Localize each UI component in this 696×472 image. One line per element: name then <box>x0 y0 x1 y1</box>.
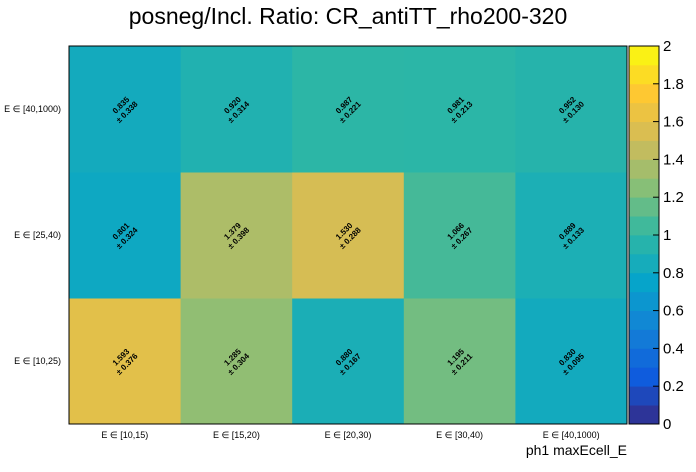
x-tick-labels: E ∈ [10,15) E ∈ [15,20) E ∈ [20,30) E ∈ [30… <box>101 430 599 440</box>
colorbar-band <box>629 178 659 198</box>
colorbar-tick-label: 1.8 <box>663 76 684 93</box>
y-tick-label: E ∈ [40,1000) <box>4 104 61 114</box>
x-tick-label: E ∈ [40,1000) <box>543 430 600 440</box>
colorbar-band <box>629 291 659 311</box>
heatmap-cell <box>403 298 516 425</box>
colorbar-band <box>629 310 659 330</box>
colorbar-tick-label: 1.6 <box>663 114 684 131</box>
x-tick-label: E ∈ [15,20) <box>213 430 260 440</box>
y-tick-label: E ∈ [25,40) <box>14 230 61 240</box>
heatmap-cell <box>180 172 293 299</box>
heatmap-cell <box>403 46 516 173</box>
colorbar-tick-label: 0 <box>663 416 671 433</box>
colorbar-band <box>629 216 659 236</box>
colorbar-tick-label: 0.8 <box>663 265 684 282</box>
colorbar-band <box>629 272 659 293</box>
x-tick-label: E ∈ [30,40) <box>436 430 483 440</box>
colorbar-band <box>629 253 659 274</box>
heatmap-cell <box>69 298 182 425</box>
heatmap-cell <box>180 46 293 173</box>
heatmap-cell <box>292 172 405 299</box>
colorbar-band <box>629 46 659 66</box>
colorbar-band <box>629 405 659 425</box>
colorbar-tick-label: 1 <box>663 227 671 244</box>
colorbar-band <box>629 197 659 217</box>
colorbar-band <box>629 121 659 141</box>
heatmap-cell <box>180 298 293 425</box>
colorbar-tick-label: 1.2 <box>663 189 684 206</box>
colorbar-tick-labels: 0 0.2 0.4 0.6 0.8 1 1.2 1.4 1.6 1.8 2 <box>653 38 684 433</box>
colorbar-band <box>629 159 659 179</box>
colorbar-band <box>629 367 659 387</box>
x-tick-label: E ∈ [10,15) <box>101 430 148 440</box>
x-tick-label: E ∈ [20,30) <box>325 430 372 440</box>
heatmap-cell <box>69 172 182 299</box>
colorbar-band <box>629 329 659 349</box>
colorbar-band <box>629 83 659 104</box>
colorbar-tick-label: 0.2 <box>663 378 684 395</box>
heatmap-cell <box>403 172 516 299</box>
colorbar-tick-label: 2 <box>663 38 671 55</box>
colorbar-tick-label: 0.4 <box>663 340 684 357</box>
colorbar-tick-label: 1.4 <box>663 151 684 168</box>
heatmap-cells: 1.593± 0.376 1.285± 0.304 0.880± 0.167 1.19… <box>69 46 628 425</box>
colorbar-band <box>629 235 659 255</box>
colorbar-band <box>629 348 659 368</box>
heatmap-cell <box>292 298 405 425</box>
colorbar-band <box>629 140 659 160</box>
colorbar-band <box>629 102 659 122</box>
heatmap-cell <box>292 46 405 173</box>
heatmap-cell <box>515 172 628 299</box>
heatmap-cell <box>515 298 628 425</box>
colorbar <box>628 45 660 425</box>
colorbar-band <box>629 64 659 85</box>
chart-title: posneg/Incl. Ratio: CR_antiTT_rho200-320 <box>129 3 568 29</box>
colorbar-tick-label: 0.6 <box>663 303 684 320</box>
y-tick-label: E ∈ [10,25) <box>14 356 61 366</box>
colorbar-band <box>629 386 659 406</box>
x-axis-label: ph1 maxEcell_E <box>526 442 627 458</box>
y-tick-labels: E ∈ [10,25) E ∈ [25,40) E ∈ [40,1000) <box>4 104 61 366</box>
heatmap-cell <box>515 46 628 173</box>
plot-frame <box>68 45 628 425</box>
heatmap-cell <box>69 46 182 173</box>
